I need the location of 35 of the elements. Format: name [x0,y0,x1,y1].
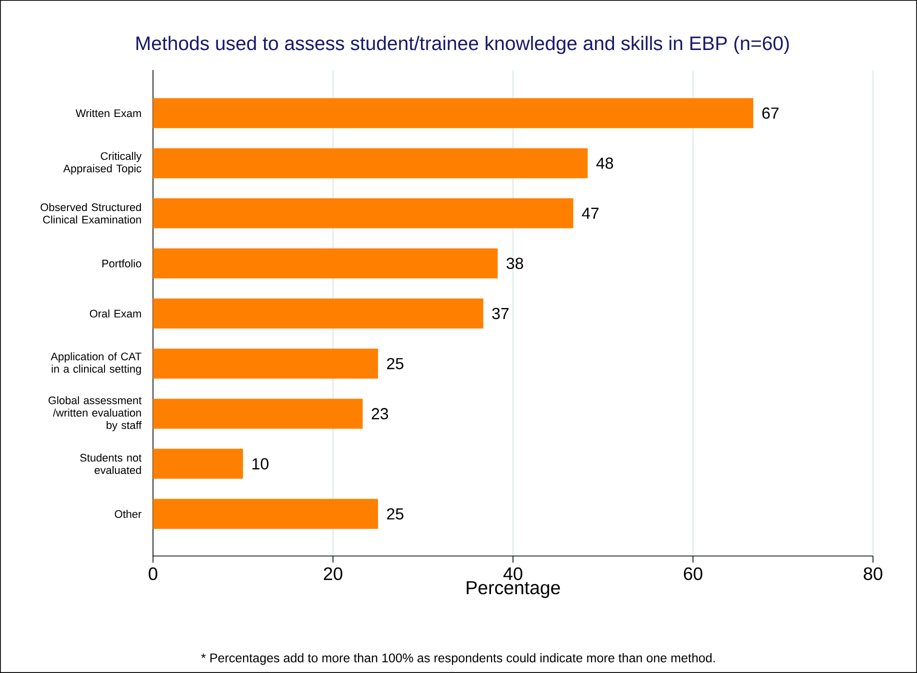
data-label: 10 [252,458,268,470]
data-label: 47 [582,208,599,219]
data-label: 67 [762,107,779,119]
y-tick-label: Critically Appraised Topic [63,152,142,174]
bar [153,148,588,178]
chart-title: Methods used to assess student/trainee knowledge and skills in EBP (n=60) [136,36,789,54]
bar [153,498,378,529]
data-label: 23 [372,408,388,420]
data-label: 38 [506,258,524,270]
y-tick-label: Portfolio [102,259,142,268]
bar [153,398,363,429]
data-label: 48 [596,158,614,169]
x-tick-label: 40 [503,567,522,580]
y-tick-label: Global assessment /written evaluation by staff [48,396,142,432]
x-tick-label: 60 [684,567,702,580]
y-tick-label: Other [114,510,142,518]
y-tick-label: Students not evaluated [80,454,142,474]
bar [153,448,244,479]
y-tick-label: Oral Exam [90,309,141,318]
x-tick-label: 0 [148,567,158,580]
data-label: 25 [387,508,404,520]
bar [153,298,484,328]
x-axis-title: Percentage [466,581,560,598]
bar [153,98,754,128]
y-tick-label: Observed Structured Clinical Examination [40,203,141,224]
data-label: 25 [387,358,404,370]
x-tick-label: 80 [864,567,882,580]
bar [153,248,498,278]
y-tick-label: Written Exam [76,109,141,118]
text: * Percentages add to more than 100% as respondents could indicate more than one method. [201,653,715,665]
data-label: 37 [492,308,509,320]
bar [153,348,378,379]
bar [153,198,574,228]
y-tick-label: Application of CAT in a clinical setting [50,352,142,375]
x-tick-label: 20 [324,567,342,580]
